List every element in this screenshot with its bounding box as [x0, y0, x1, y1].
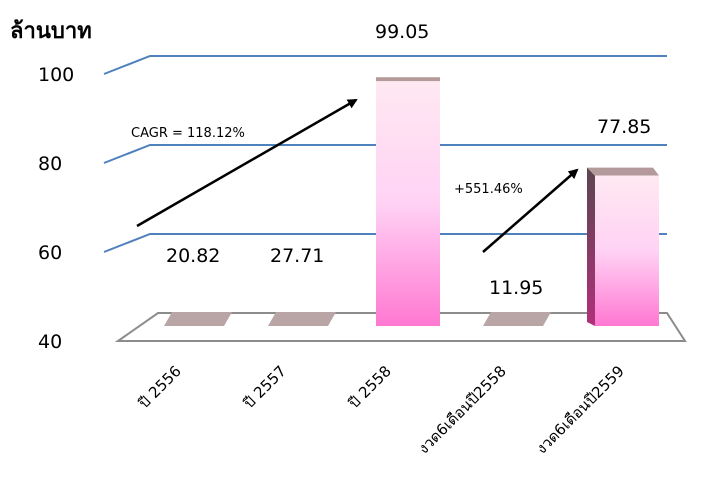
- growth-annotation: +551.46%: [454, 182, 523, 197]
- gridline: [103, 55, 667, 75]
- bar-floor-tile: [483, 312, 551, 326]
- data-label: 20.82: [166, 245, 220, 267]
- data-label: 77.85: [597, 116, 651, 138]
- growth-arrow: [482, 168, 579, 253]
- gridlines: [103, 55, 667, 253]
- bar-side: [587, 167, 595, 326]
- category-label: ปี 2556: [134, 362, 184, 412]
- bar-body: [595, 175, 659, 326]
- cagr-arrow: [136, 98, 358, 228]
- bar: [268, 312, 336, 326]
- bar: [164, 312, 232, 326]
- y-tick-label: 100: [38, 64, 74, 86]
- y-axis-ticks: 40 60 80 100: [38, 64, 74, 353]
- bar-body: [376, 81, 440, 326]
- y-tick-label: 40: [38, 331, 62, 353]
- chart-floor: [114, 312, 687, 342]
- data-label: 11.95: [489, 277, 543, 299]
- category-labels: ปี 2556 ปี 2557 ปี 2558 งวด6เดือนปี2558 งวด6…: [134, 362, 627, 457]
- y-tick-label: 60: [38, 242, 62, 264]
- y-tick-label: 80: [38, 153, 62, 175]
- bar: [587, 167, 659, 326]
- annotations: CAGR = 118.12% +551.46%: [131, 98, 579, 253]
- bars: [164, 77, 659, 326]
- category-label: งวด6เดือนปี2559: [532, 362, 627, 457]
- category-label: งวด6เดือนปี2558: [414, 362, 509, 457]
- cagr-annotation: CAGR = 118.12%: [131, 126, 245, 141]
- bar: [483, 312, 551, 326]
- bar-floor-tile: [268, 312, 336, 326]
- category-label: ปี 2558: [344, 362, 394, 412]
- bar-floor-tile: [164, 312, 232, 326]
- bar-cap: [376, 77, 440, 82]
- gridline: [103, 144, 667, 164]
- category-label: ปี 2557: [239, 362, 289, 412]
- bar-cap: [587, 167, 659, 176]
- data-labels: 20.82 27.71 99.05 11.95 77.85: [166, 21, 651, 299]
- data-label: 27.71: [270, 245, 324, 267]
- unit-label: ล้านบาท: [10, 19, 92, 44]
- floor-outline: [114, 312, 687, 342]
- gridline: [103, 233, 667, 253]
- bar: [376, 77, 440, 326]
- data-label: 99.05: [375, 21, 429, 43]
